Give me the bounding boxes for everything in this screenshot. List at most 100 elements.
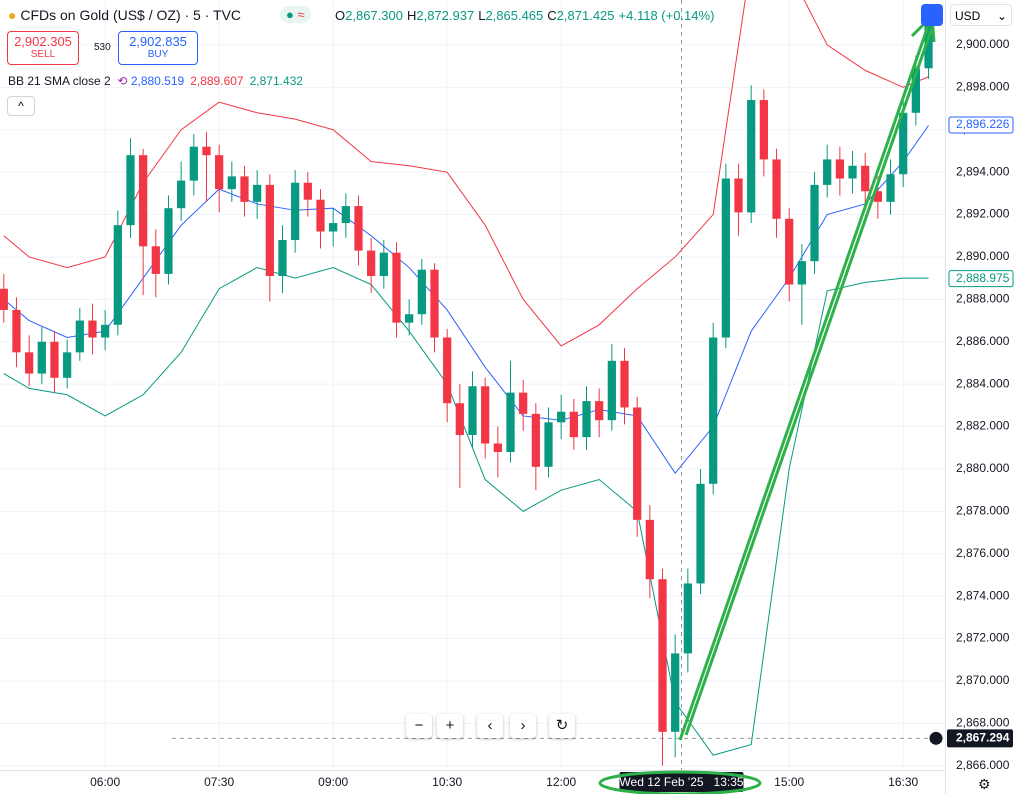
candle-body bbox=[797, 261, 806, 285]
candle-body bbox=[620, 360, 629, 408]
candle-body bbox=[215, 155, 224, 190]
y-tick-label: 2,882.000 bbox=[956, 419, 1010, 433]
y-tick-label: 2,878.000 bbox=[956, 504, 1010, 518]
y-tick-label: 2,892.000 bbox=[956, 207, 1010, 221]
price-tag bbox=[948, 270, 1014, 288]
candle-body bbox=[75, 320, 84, 353]
candle-body bbox=[683, 583, 692, 654]
candle-body bbox=[164, 208, 173, 274]
candle-body bbox=[63, 352, 72, 378]
candle-body bbox=[544, 422, 553, 467]
candle-body bbox=[113, 225, 122, 325]
candle-body bbox=[392, 252, 401, 323]
candle-body bbox=[151, 246, 160, 274]
candle-body bbox=[747, 100, 756, 213]
candle-body bbox=[506, 392, 515, 452]
band-line bbox=[3, 0, 929, 347]
candle-body bbox=[734, 178, 743, 213]
crosshair-y-tag bbox=[947, 729, 1013, 748]
ohlc-value: 2,872.937 bbox=[416, 8, 475, 23]
currency-select[interactable]: USD ⌄ bbox=[950, 4, 1012, 26]
candle-body bbox=[823, 159, 832, 185]
candle-body bbox=[265, 184, 274, 277]
candle-body bbox=[278, 239, 287, 277]
candle-body bbox=[189, 146, 198, 181]
y-tick-label: 2,884.000 bbox=[956, 376, 1010, 390]
candle-body bbox=[696, 483, 705, 584]
candle-body bbox=[379, 252, 388, 277]
candle-body bbox=[329, 223, 338, 232]
candle-body bbox=[50, 341, 59, 378]
candle-body bbox=[468, 386, 477, 436]
candle-body bbox=[303, 182, 312, 200]
ohlc-key: C bbox=[547, 8, 557, 23]
candle-body bbox=[873, 191, 882, 202]
candle-body bbox=[810, 184, 819, 262]
symbol-title[interactable]: ● CFDs on Gold (US$ / OZ) · 5 · TVC bbox=[8, 7, 242, 23]
crosshair-y-label: 2,867.294 bbox=[956, 730, 1010, 744]
candle-body bbox=[493, 443, 502, 452]
candle-body bbox=[924, 19, 933, 69]
candle-body bbox=[709, 337, 718, 484]
candle-body bbox=[430, 269, 439, 338]
x-tick-label: 12:00 bbox=[546, 775, 576, 789]
highlight-ellipse bbox=[598, 770, 762, 794]
sell-button[interactable]: 2,902.305 SELL bbox=[7, 31, 79, 65]
scroll-right[interactable]: › bbox=[510, 714, 536, 738]
candle-body bbox=[367, 250, 376, 277]
candle-body bbox=[519, 392, 528, 414]
y-tick-label: 2,874.000 bbox=[956, 588, 1010, 602]
change: +4.118 (+0.14%) bbox=[618, 8, 715, 23]
buy-button[interactable]: 2,902.835 BUY bbox=[118, 31, 198, 65]
candle-body bbox=[759, 100, 768, 160]
y-tick-label: 2,886.000 bbox=[956, 334, 1010, 348]
candle-body bbox=[481, 386, 490, 444]
scroll-left[interactable]: ‹ bbox=[477, 714, 503, 738]
candle-body bbox=[633, 407, 642, 520]
alert-button[interactable] bbox=[921, 4, 943, 26]
collapse-button[interactable]: ^ bbox=[7, 96, 35, 116]
candle-body bbox=[861, 165, 870, 192]
candle-body bbox=[12, 309, 21, 353]
x-tick-label: 07:30 bbox=[204, 775, 234, 789]
ohlc: O2,867.300 H2,872.937 L2,865.465 C2,871.425… bbox=[335, 8, 714, 23]
candle-body bbox=[0, 288, 8, 310]
candle-body bbox=[899, 112, 908, 175]
indicator-value: 2,871.432 bbox=[249, 74, 303, 88]
candle-body bbox=[37, 341, 46, 374]
x-tick-label: 15:00 bbox=[774, 775, 804, 789]
candle-body bbox=[595, 401, 604, 421]
reset[interactable]: ↻ bbox=[549, 714, 575, 738]
price-tag-label: 2,888.975 bbox=[956, 271, 1010, 285]
candle-body bbox=[227, 176, 236, 190]
ohlc-key: L bbox=[478, 8, 486, 23]
ohlc-key: H bbox=[406, 8, 417, 23]
x-tick-label: 10:30 bbox=[432, 775, 462, 789]
title: CFDs on Gold (US$ / OZ) · 5 · TVC bbox=[20, 7, 242, 23]
price-tag bbox=[948, 116, 1014, 134]
candle-body bbox=[316, 199, 325, 232]
candle-body bbox=[582, 401, 591, 438]
zoom-out[interactable]: − bbox=[406, 714, 432, 738]
sell-price: 2,902.305 bbox=[14, 34, 72, 49]
candle-body bbox=[88, 320, 97, 338]
candle-body bbox=[835, 159, 844, 179]
status-pill: ● ≈ bbox=[280, 6, 311, 23]
settings[interactable]: ⚙ bbox=[978, 776, 991, 792]
candle-body bbox=[721, 178, 730, 338]
candle-body bbox=[671, 653, 680, 732]
y-tick-label: 2,890.000 bbox=[956, 249, 1010, 263]
currency: USD bbox=[955, 9, 981, 23]
candle-body bbox=[177, 180, 186, 209]
candle-body bbox=[531, 413, 540, 467]
candle-body bbox=[341, 206, 350, 224]
zoom-in[interactable]: + bbox=[437, 714, 463, 738]
buy-label: BUY bbox=[147, 49, 169, 60]
candle-body bbox=[139, 155, 148, 247]
indicator-value: 2,880.519 bbox=[130, 74, 185, 88]
y-tick-label: 2,894.000 bbox=[956, 164, 1010, 178]
candle-body bbox=[569, 411, 578, 438]
buy-price: 2,902.835 bbox=[129, 34, 187, 49]
ohlc-value: 2,865.465 bbox=[485, 8, 544, 23]
